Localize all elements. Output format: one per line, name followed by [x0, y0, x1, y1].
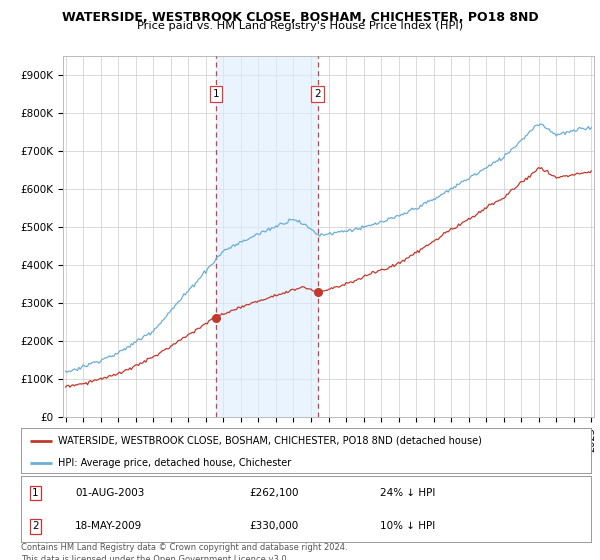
Text: £262,100: £262,100: [249, 488, 299, 498]
Text: WATERSIDE, WESTBROOK CLOSE, BOSHAM, CHICHESTER, PO18 8ND: WATERSIDE, WESTBROOK CLOSE, BOSHAM, CHIC…: [62, 11, 538, 24]
Text: 2: 2: [32, 521, 38, 531]
Text: Price paid vs. HM Land Registry's House Price Index (HPI): Price paid vs. HM Land Registry's House …: [137, 21, 463, 31]
Text: 1: 1: [32, 488, 38, 498]
Text: Contains HM Land Registry data © Crown copyright and database right 2024.
This d: Contains HM Land Registry data © Crown c…: [21, 543, 347, 560]
Text: 24% ↓ HPI: 24% ↓ HPI: [380, 488, 436, 498]
Text: 1: 1: [212, 89, 220, 99]
Text: 01-AUG-2003: 01-AUG-2003: [75, 488, 145, 498]
Text: WATERSIDE, WESTBROOK CLOSE, BOSHAM, CHICHESTER, PO18 8ND (detached house): WATERSIDE, WESTBROOK CLOSE, BOSHAM, CHIC…: [58, 436, 482, 446]
Text: £330,000: £330,000: [249, 521, 298, 531]
Text: HPI: Average price, detached house, Chichester: HPI: Average price, detached house, Chic…: [58, 458, 292, 468]
Text: 10% ↓ HPI: 10% ↓ HPI: [380, 521, 436, 531]
Text: 2: 2: [314, 89, 321, 99]
Text: 18-MAY-2009: 18-MAY-2009: [75, 521, 142, 531]
Bar: [216, 56, 317, 417]
